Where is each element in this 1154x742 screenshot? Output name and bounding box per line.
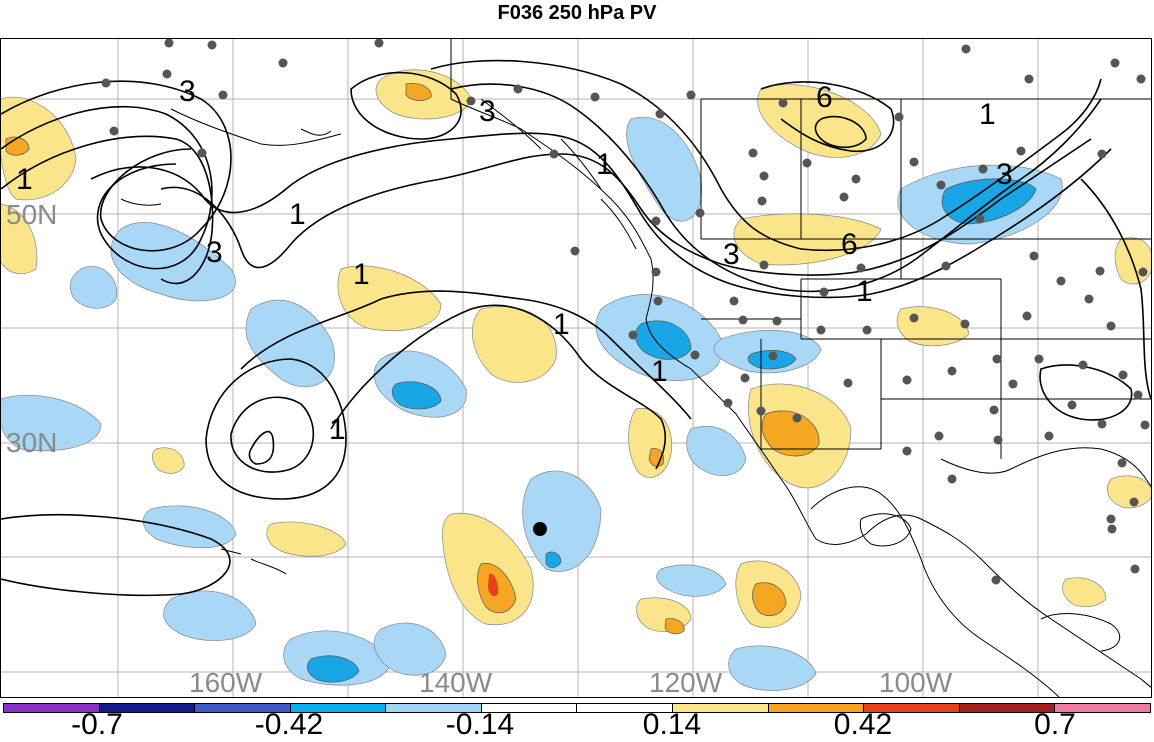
colorbar-label: -0.14 [445, 708, 515, 741]
colorbar-swatch [959, 704, 1056, 712]
contour-label: 1 [979, 98, 996, 131]
contour-label: 1 [651, 355, 668, 388]
contour-label: 3 [479, 95, 496, 128]
colorbar-label: -0.7 [71, 708, 123, 741]
contour-label: 1 [16, 163, 33, 196]
contour-label: 1 [553, 308, 570, 341]
lat-label-50n: 50N [6, 199, 58, 230]
map-panel: 3 3 1 1 3 1 1 1 1 3 6 1 6 3 1 1 50N 30N … [0, 38, 1152, 698]
colorbar-swatch [1055, 704, 1150, 712]
contour-label: 3 [206, 236, 223, 269]
contour-label-group: 3 3 1 1 3 1 1 1 1 3 6 1 6 3 1 1 [16, 75, 1013, 446]
colorbar-swatch [195, 704, 291, 712]
lon-label-140w: 140W [419, 667, 493, 698]
contour-label: 1 [353, 258, 370, 291]
contour-label: 6 [841, 228, 858, 261]
colorbar-swatch [290, 704, 387, 712]
colorbar-swatch [673, 704, 769, 712]
colorbar-label: 0.7 [1034, 708, 1076, 741]
colorbar-swatch [481, 704, 578, 712]
contour-label: 1 [856, 275, 873, 308]
contour-label: 1 [329, 413, 346, 446]
colorbar-swatch [386, 704, 482, 712]
lon-label-100w: 100W [879, 667, 953, 698]
map-title: F036 250 hPa PV [497, 2, 657, 24]
contour-label: 3 [179, 75, 196, 108]
colorbar-swatch [99, 704, 196, 712]
contour-label: 6 [816, 81, 833, 114]
pv-map: 3 3 1 1 3 1 1 1 1 3 6 1 6 3 1 1 [1, 39, 1151, 697]
negative-pv-anomaly [1, 116, 1063, 691]
colorbar-label: -0.42 [254, 708, 324, 741]
colorbar-swatch [768, 704, 865, 712]
lon-label-120w: 120W [649, 667, 723, 698]
storm-center-marker [533, 522, 547, 536]
colorbar-swatch [4, 704, 100, 712]
colorbar-label: 0.42 [833, 708, 893, 741]
contour-label: 3 [996, 158, 1013, 191]
colorbar-swatch [864, 704, 960, 712]
land-outlines [120, 39, 1151, 697]
peak-pv-anomaly [488, 573, 499, 597]
station-dots [101, 39, 1150, 585]
lon-label-160w: 160W [189, 667, 263, 698]
colorbar-swatch [577, 704, 674, 712]
colorbar-label: 0.14 [642, 708, 702, 741]
contour-label: 1 [289, 198, 306, 231]
contour-label: 1 [596, 148, 613, 181]
lat-label-30n: 30N [6, 427, 58, 458]
contour-label: 3 [723, 238, 740, 271]
colorbar [3, 703, 1151, 713]
